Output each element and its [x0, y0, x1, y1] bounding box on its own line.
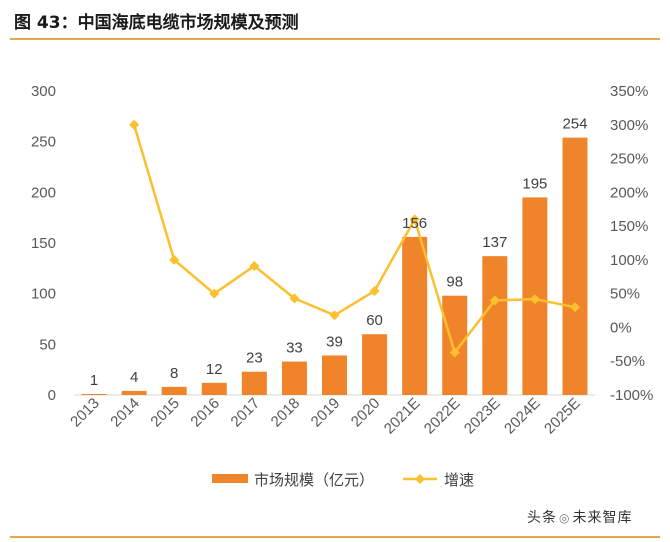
x-tick-label: 2022E: [421, 395, 464, 438]
y-left-tick-label: 250: [31, 134, 56, 151]
bar-data-label: 8: [170, 365, 178, 382]
y-right-tick-label: 150%: [610, 218, 648, 235]
legend-line-marker: [415, 474, 425, 484]
y-right-tick-label: 50%: [610, 286, 640, 303]
x-tick-label: 2023E: [461, 395, 504, 438]
bar: [322, 355, 347, 395]
growth-point: [489, 295, 500, 306]
growth-point: [529, 294, 540, 305]
growth-point: [569, 302, 580, 313]
legend-label-line: 增速: [444, 471, 474, 489]
figure-title: 图 43：中国海底电缆市场规模及预测: [14, 13, 299, 33]
bar-data-label: 4: [130, 369, 138, 386]
x-tick-label: 2018: [268, 395, 304, 431]
growth-point: [289, 293, 300, 304]
x-tick-label: 2025E: [541, 395, 584, 438]
bar: [281, 361, 307, 395]
bar-data-label: 1: [90, 372, 98, 389]
growth-point: [209, 288, 220, 299]
y-right-tick-label: -100%: [610, 387, 653, 404]
bar-data-label: 195: [522, 175, 547, 192]
bar-data-label: 33: [286, 340, 303, 357]
bar-data-label: 23: [246, 350, 263, 367]
bar-data-label: 156: [402, 215, 427, 232]
y-left-tick-label: 200: [31, 184, 56, 201]
x-tick-label: 2017: [228, 395, 264, 431]
bar-data-label: 60: [366, 312, 383, 329]
growth-line: [132, 124, 576, 356]
legend-bar-swatch: [212, 474, 248, 483]
growth-point: [249, 260, 260, 271]
x-tick-label: 2014: [107, 395, 143, 431]
bar-data-label: 12: [206, 361, 223, 378]
y-right-tick-label: 0%: [610, 319, 632, 336]
legend-label-bar: 市场规模（亿元）: [254, 471, 374, 489]
bar-data-label: 137: [482, 234, 507, 251]
bar: [362, 334, 388, 395]
bar-data-label: 254: [562, 116, 587, 133]
bar: [121, 390, 147, 395]
bar: [442, 295, 468, 395]
growth-point: [369, 285, 380, 296]
bar: [161, 386, 187, 395]
watermark-left: 头条: [527, 510, 557, 526]
y-right-tick-label: 300%: [610, 117, 648, 134]
wechat-icon: ◎: [559, 511, 571, 525]
y-right-tick-label: 250%: [610, 151, 648, 168]
bar: [482, 256, 508, 395]
bar: [201, 382, 227, 395]
x-tick-label: 2024E: [501, 395, 544, 438]
y-left-tick-label: 150: [31, 235, 56, 252]
title-divider: [10, 38, 660, 40]
bar-data-label: 39: [326, 333, 343, 350]
y-left-tick-label: 50: [39, 336, 56, 353]
x-tick-label: 2019: [308, 395, 344, 431]
growth-point: [449, 347, 460, 358]
growth-point: [129, 119, 140, 130]
y-right-tick-label: 350%: [610, 83, 648, 100]
y-left-tick-label: 100: [31, 286, 56, 303]
footer-divider: [10, 536, 660, 538]
watermark: 头条 ◎ 未来智库: [527, 507, 632, 527]
y-left-tick-label: 0: [48, 387, 56, 404]
bar: [241, 371, 267, 395]
growth-point: [409, 214, 420, 225]
watermark-right: 未来智库: [572, 510, 633, 526]
bar: [402, 236, 428, 395]
x-tick-label: 2013: [67, 395, 103, 431]
growth-point: [169, 254, 180, 265]
y-left-tick-label: 300: [31, 83, 56, 100]
x-tick-label: 2015: [147, 395, 183, 431]
x-tick-label: 2020: [348, 395, 384, 431]
y-right-tick-label: -50%: [610, 353, 645, 370]
y-right-tick-label: 100%: [610, 252, 648, 269]
y-right-tick-label: 200%: [610, 184, 648, 201]
growth-point: [329, 310, 340, 321]
x-tick-label: 2016: [187, 395, 223, 431]
bar: [81, 393, 107, 395]
x-tick-label: 2021E: [381, 395, 424, 438]
bar: [562, 137, 588, 395]
bar-data-label: 98: [446, 274, 463, 291]
